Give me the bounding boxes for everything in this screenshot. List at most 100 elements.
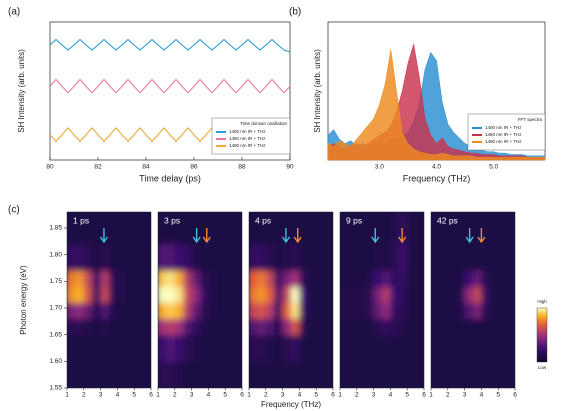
heatmap-cell <box>390 244 400 271</box>
heatmap-cell <box>225 302 234 319</box>
heatmap-cell <box>447 361 457 388</box>
heatmap-cell <box>174 212 184 245</box>
series-area <box>327 49 546 161</box>
heatmap-cell <box>83 270 93 287</box>
heatmap-frame <box>157 211 243 389</box>
heatmap-cell <box>109 318 118 335</box>
x-tick-label: 3 <box>281 392 285 399</box>
heatmap-cell <box>291 270 300 287</box>
heatmap-cell <box>233 318 242 335</box>
heatmap-cell <box>382 270 391 287</box>
y-axis-label: Photon energy (eV) <box>19 265 28 335</box>
x-tick-label: 82 <box>94 164 102 171</box>
heatmap-cell <box>158 302 167 319</box>
y-tick-label: 1.70 <box>49 305 62 312</box>
x-tick-label: 6 <box>240 392 244 399</box>
heatmap-cell <box>134 302 143 319</box>
heatmap-cell <box>75 361 85 388</box>
heatmap-cell <box>447 212 457 245</box>
heatmap-cell <box>431 302 440 319</box>
heatmap-cell <box>75 212 85 245</box>
heatmap-cell <box>191 302 201 319</box>
heatmap-cell <box>464 361 474 388</box>
heatmap-cell <box>67 334 76 362</box>
x-tick-label: 5 <box>496 392 500 399</box>
heatmap-cell <box>208 286 218 303</box>
heatmap-cell <box>307 286 317 303</box>
heatmap-cell <box>233 361 242 388</box>
heatmap-cell <box>481 270 491 287</box>
x-tick-label: 1 <box>247 392 251 399</box>
heatmap-cell <box>316 270 325 287</box>
heatmap-cell <box>142 286 151 303</box>
x-tick-label: 3.0 <box>375 164 384 171</box>
heatmap-cell <box>356 244 366 271</box>
heatmap-cell <box>348 286 358 303</box>
heatmap-cell <box>324 334 333 362</box>
x-tick-label: 4 <box>116 392 120 399</box>
heatmap-cells <box>249 212 333 388</box>
heatmap-cell <box>456 270 465 287</box>
heatmap-cell <box>473 361 482 388</box>
x-tick-label: 2 <box>264 392 268 399</box>
heatmap-cell <box>481 334 491 362</box>
panel-label: (b) <box>289 7 301 18</box>
heatmap-cell <box>498 334 507 362</box>
colorbar-low: Low <box>538 365 547 370</box>
arrow <box>293 228 302 244</box>
heatmap-cell <box>431 212 440 245</box>
heatmap-cell <box>92 361 101 388</box>
heatmap-cell <box>316 334 325 362</box>
x-tick-label: 6 <box>422 392 426 399</box>
heatmap-cell <box>166 244 176 271</box>
heatmap-cell <box>257 361 267 388</box>
heatmap-cell <box>274 318 283 335</box>
heatmap-cell <box>117 244 127 271</box>
heatmap-cell <box>265 334 275 362</box>
heatmap-cell <box>506 286 515 303</box>
heatmap-cell <box>439 334 449 362</box>
subplot-title: 42 ps <box>437 215 458 225</box>
heatmap-cell <box>265 318 275 335</box>
heatmap-cells <box>340 212 424 388</box>
heatmap-cell <box>415 318 424 335</box>
heatmap-cell <box>431 361 440 388</box>
heatmap-cell <box>407 361 416 388</box>
heatmap-cell <box>299 244 309 271</box>
x-tick-label: 1 <box>65 392 69 399</box>
heatmap-cell <box>183 286 192 303</box>
heatmap-cell <box>348 361 358 388</box>
heatmap-cell <box>166 286 176 303</box>
heatmap-cell <box>398 302 408 319</box>
heatmap-cell <box>348 270 358 287</box>
heatmap-cell <box>464 334 474 362</box>
heatmap-cell <box>498 244 507 271</box>
heatmap-cell <box>291 302 300 319</box>
heatmap-cell <box>373 244 383 271</box>
heatmap-cell <box>100 286 110 303</box>
heatmap-cell <box>316 361 325 388</box>
heatmap-cell <box>407 212 416 245</box>
heatmap-cell <box>316 244 325 271</box>
arrow <box>192 228 201 244</box>
heatmap-cell <box>481 361 491 388</box>
heatmap-cell <box>158 244 167 271</box>
heatmap-cell <box>117 286 127 303</box>
heatmap-cell <box>265 302 275 319</box>
heatmap-cell <box>390 334 400 362</box>
heatmap-cell <box>257 286 267 303</box>
heatmap-cell <box>249 361 258 388</box>
y-axis-label: SH Intensity (arb. units) <box>313 49 322 133</box>
heatmap-cell <box>265 286 275 303</box>
heatmap-cell <box>431 318 440 335</box>
heatmap-cell <box>365 334 374 362</box>
y-tick-label: 1.80 <box>49 251 62 258</box>
heatmap-cell <box>390 270 400 287</box>
series-line <box>49 78 291 94</box>
heatmap-cell <box>356 318 366 335</box>
heatmap-cell <box>257 334 267 362</box>
heatmap <box>249 212 333 388</box>
heatmap-cell <box>324 361 333 388</box>
subplot-title: 4 ps <box>255 215 271 225</box>
heatmap-cell <box>92 318 101 335</box>
